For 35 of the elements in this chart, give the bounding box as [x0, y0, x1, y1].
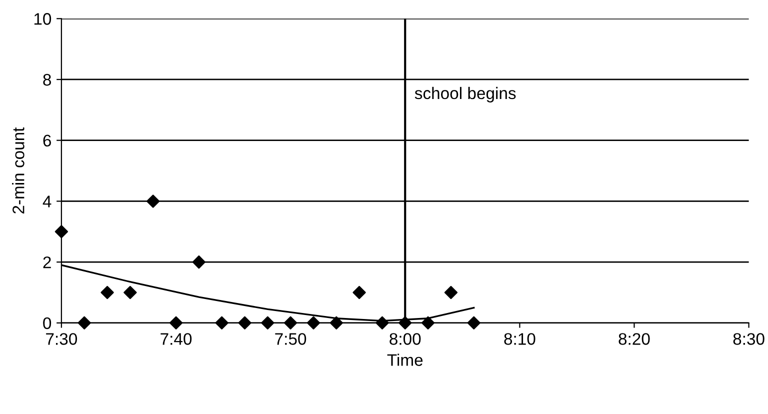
point [78, 316, 91, 330]
point [444, 286, 458, 300]
point [330, 316, 343, 330]
x-tick-label: 7:50 [275, 333, 306, 345]
point [421, 316, 435, 330]
y-tick-label: 0 [43, 317, 52, 330]
x-tick-label: 8:20 [618, 333, 650, 345]
y-tick-label: 6 [43, 134, 51, 147]
y-tick-label: 8 [43, 74, 51, 86]
y-tick-label: 4 [42, 196, 52, 208]
point [238, 316, 252, 330]
point [398, 316, 412, 330]
x-tick-label: 7:30 [46, 333, 78, 345]
y-tick-label: 2 [43, 256, 51, 268]
x-tick-label: 8:10 [504, 333, 536, 345]
point [261, 316, 274, 330]
y-axis-title: 2-min count [12, 127, 24, 214]
point [352, 286, 366, 300]
point [215, 316, 228, 330]
point [376, 316, 389, 330]
point [124, 286, 137, 300]
x-tick-label: 8:00 [390, 333, 421, 345]
point [169, 316, 183, 330]
point [306, 316, 320, 330]
ref-line-label: school begins [414, 86, 516, 102]
point [100, 286, 114, 300]
x-tick-label: 7:40 [160, 333, 192, 345]
y-tick-label: 10 [34, 13, 52, 25]
point [467, 316, 480, 330]
point [146, 194, 160, 208]
x-axis-title: Time [387, 354, 423, 366]
point [192, 255, 206, 269]
point [54, 225, 68, 238]
point [284, 316, 298, 330]
x-tick-label: 8:30 [733, 333, 764, 345]
